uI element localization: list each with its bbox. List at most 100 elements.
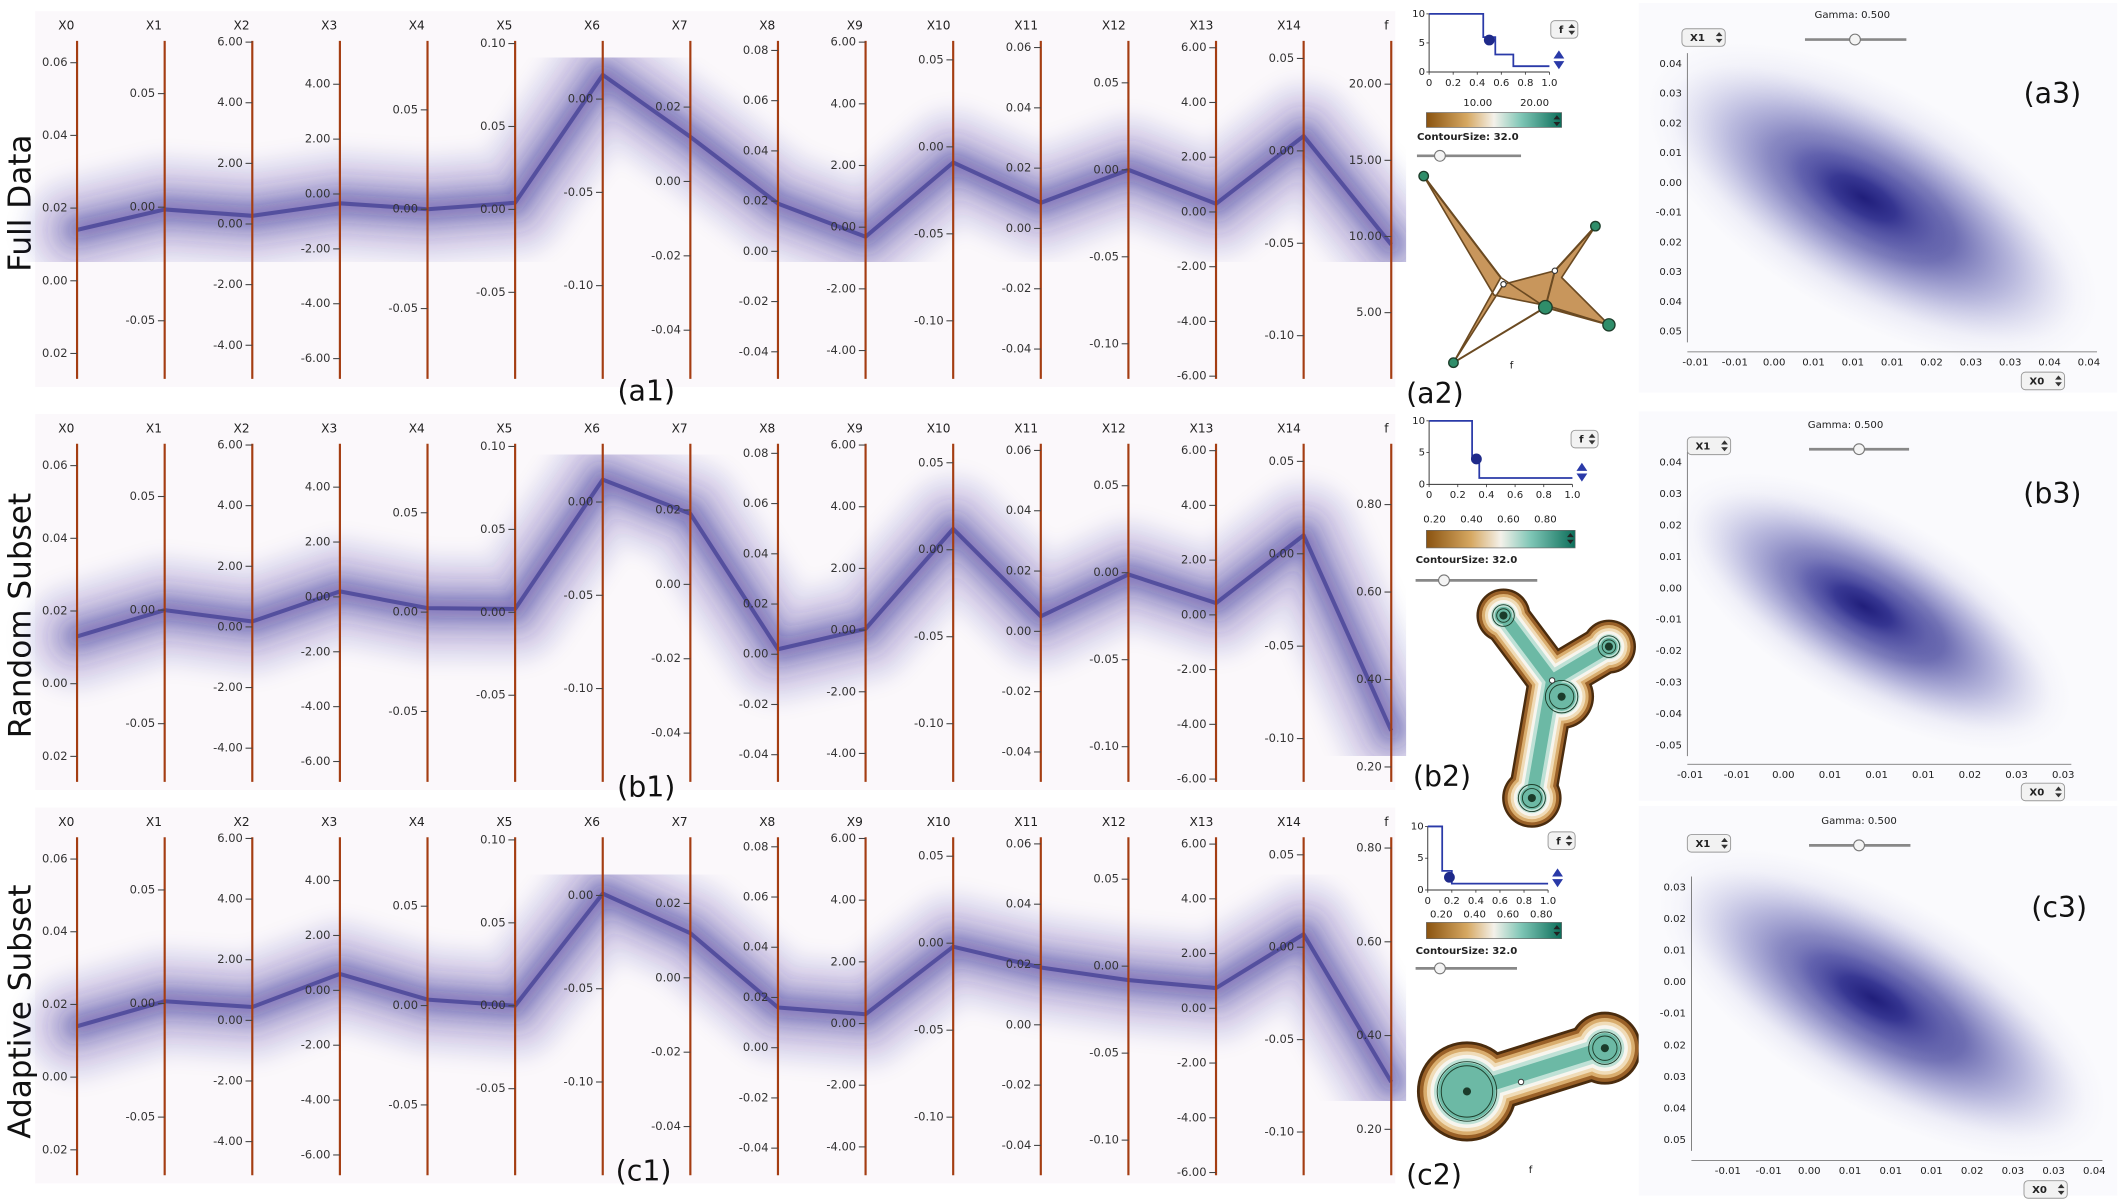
tick-label: -2.00 bbox=[213, 1073, 243, 1087]
tick-label: -4.00 bbox=[1177, 717, 1207, 731]
extremum-node bbox=[1604, 642, 1613, 651]
tick-label: 0.06 bbox=[743, 93, 769, 107]
slider-knob[interactable] bbox=[1438, 574, 1450, 587]
saddle-node bbox=[1548, 677, 1556, 684]
tick-label: -0.05 bbox=[564, 981, 594, 995]
band-core bbox=[76, 477, 1394, 732]
tick-label: -2.00 bbox=[213, 680, 243, 694]
tick-label: 0.05 bbox=[130, 86, 156, 100]
tick-label: -4.00 bbox=[213, 741, 243, 755]
axis-name: X5 bbox=[496, 421, 512, 435]
tick-label: -0.02 bbox=[739, 1090, 769, 1104]
tick-label: -6.00 bbox=[301, 1147, 331, 1161]
slider-knob[interactable] bbox=[1853, 443, 1866, 456]
axis-name: X10 bbox=[927, 19, 951, 33]
colorbar-label: 0.20 bbox=[1423, 515, 1446, 526]
slider-knob[interactable] bbox=[1849, 33, 1861, 46]
y-tick-label: 0.02 bbox=[1659, 118, 1682, 129]
axis-name: X0 bbox=[58, 19, 74, 33]
tick-label: 0.60 bbox=[1356, 585, 1382, 599]
dropdown-arrows bbox=[1721, 440, 1728, 452]
x-tick-label: 0.8 bbox=[1516, 896, 1532, 907]
saddle-node bbox=[1551, 267, 1559, 274]
gamma-label: Gamma: 0.500 bbox=[1814, 10, 1890, 21]
tick-label: 0.05 bbox=[1093, 872, 1119, 886]
tick-label: 0.00 bbox=[1269, 546, 1295, 560]
tick-label: -0.10 bbox=[914, 313, 944, 327]
dropdown-arrows bbox=[1721, 837, 1728, 849]
axis-name: X3 bbox=[321, 421, 337, 435]
tick-label: 2.00 bbox=[217, 559, 243, 573]
x-tick-label: 1.0 bbox=[1540, 896, 1556, 907]
tick-label: 0.04 bbox=[1006, 100, 1032, 114]
x-tick-label: 0 bbox=[1425, 896, 1431, 907]
tick-label: 2.00 bbox=[305, 928, 331, 942]
colorbar-label: 0.80 bbox=[1530, 909, 1553, 920]
tick-label: 0.04 bbox=[743, 940, 769, 954]
contour-ring bbox=[1521, 788, 1542, 808]
band-core bbox=[76, 891, 1393, 1084]
tick-label: 0.40 bbox=[1356, 672, 1382, 686]
tick-label: 0.00 bbox=[831, 623, 857, 637]
tick-label: -4.00 bbox=[213, 1134, 243, 1148]
tick-label: -0.10 bbox=[914, 1110, 944, 1124]
dropdown-value: X1 bbox=[1695, 839, 1710, 850]
contour-ring bbox=[1588, 1031, 1622, 1065]
tree-node bbox=[1590, 220, 1601, 232]
tick-label: -4.00 bbox=[1177, 314, 1207, 328]
tick-label: 4.00 bbox=[831, 96, 857, 110]
colorbar-arrows bbox=[1553, 115, 1561, 127]
extremum-node bbox=[1600, 1044, 1609, 1053]
tick-label: -4.00 bbox=[301, 699, 331, 713]
y-tick-label: 0.00 bbox=[1659, 583, 1682, 594]
axis-name: f bbox=[1384, 815, 1389, 829]
y-tick-label: -0.01 bbox=[1656, 615, 1682, 626]
tick-label: 4.00 bbox=[217, 498, 243, 512]
y-tick-label: 0.04 bbox=[1659, 59, 1682, 70]
x-tick-label: 0.01 bbox=[1879, 1166, 1902, 1177]
axis-name: f bbox=[1384, 421, 1389, 435]
tick-label: 0.04 bbox=[743, 143, 769, 157]
axis-name: X13 bbox=[1190, 421, 1214, 435]
colorbar bbox=[1426, 112, 1562, 128]
tick-label: 4.00 bbox=[305, 77, 331, 91]
tick-label: 6.00 bbox=[831, 438, 857, 452]
x-tick-label: 0.6 bbox=[1493, 78, 1509, 89]
tick-label: 0.06 bbox=[743, 890, 769, 904]
tick-label: 0.00 bbox=[1269, 143, 1295, 157]
slider-knob[interactable] bbox=[1433, 149, 1446, 162]
contour-ring bbox=[1548, 684, 1575, 710]
contour-ring bbox=[1440, 1065, 1494, 1118]
tick-label: -0.04 bbox=[651, 323, 681, 337]
slider-knob[interactable] bbox=[1853, 839, 1866, 852]
tick-label: -6.00 bbox=[301, 754, 331, 768]
tree-branches-thick bbox=[1422, 175, 1610, 364]
tick-label: -0.05 bbox=[1089, 249, 1119, 263]
y-tick-label: 0.00 bbox=[1659, 178, 1682, 189]
tick-label: 0.02 bbox=[42, 1142, 68, 1156]
contour-blob bbox=[1476, 588, 1636, 828]
tick-label: 0.02 bbox=[1006, 564, 1032, 578]
panel-caption: (a3) bbox=[2024, 77, 2082, 110]
tick-label: 0.06 bbox=[1006, 40, 1032, 54]
x-tick-label: 0.03 bbox=[2002, 1166, 2025, 1177]
axis-name: X10 bbox=[927, 815, 951, 829]
x-tick-label: 0.8 bbox=[1517, 78, 1533, 89]
x-tick-label: 0.01 bbox=[1842, 358, 1865, 369]
slider-knob[interactable] bbox=[1433, 962, 1446, 975]
threshold-arrows bbox=[1552, 868, 1563, 888]
panel-caption: (b2) bbox=[1413, 760, 1471, 793]
axis-name: X9 bbox=[847, 815, 863, 829]
panel-caption: (a2) bbox=[1406, 377, 1464, 410]
axis-name: X11 bbox=[1014, 19, 1038, 33]
tick-label: -0.04 bbox=[739, 747, 769, 761]
tick-label: -0.02 bbox=[1002, 281, 1032, 295]
tick-label: 0.20 bbox=[1356, 1122, 1382, 1136]
axis-name: X14 bbox=[1277, 815, 1301, 829]
tick-label: 2.00 bbox=[305, 535, 331, 549]
contour-size-label: ContourSize: 32.0 bbox=[1416, 555, 1518, 566]
tick-label: -0.05 bbox=[1264, 639, 1294, 653]
tree-node bbox=[1448, 357, 1459, 369]
